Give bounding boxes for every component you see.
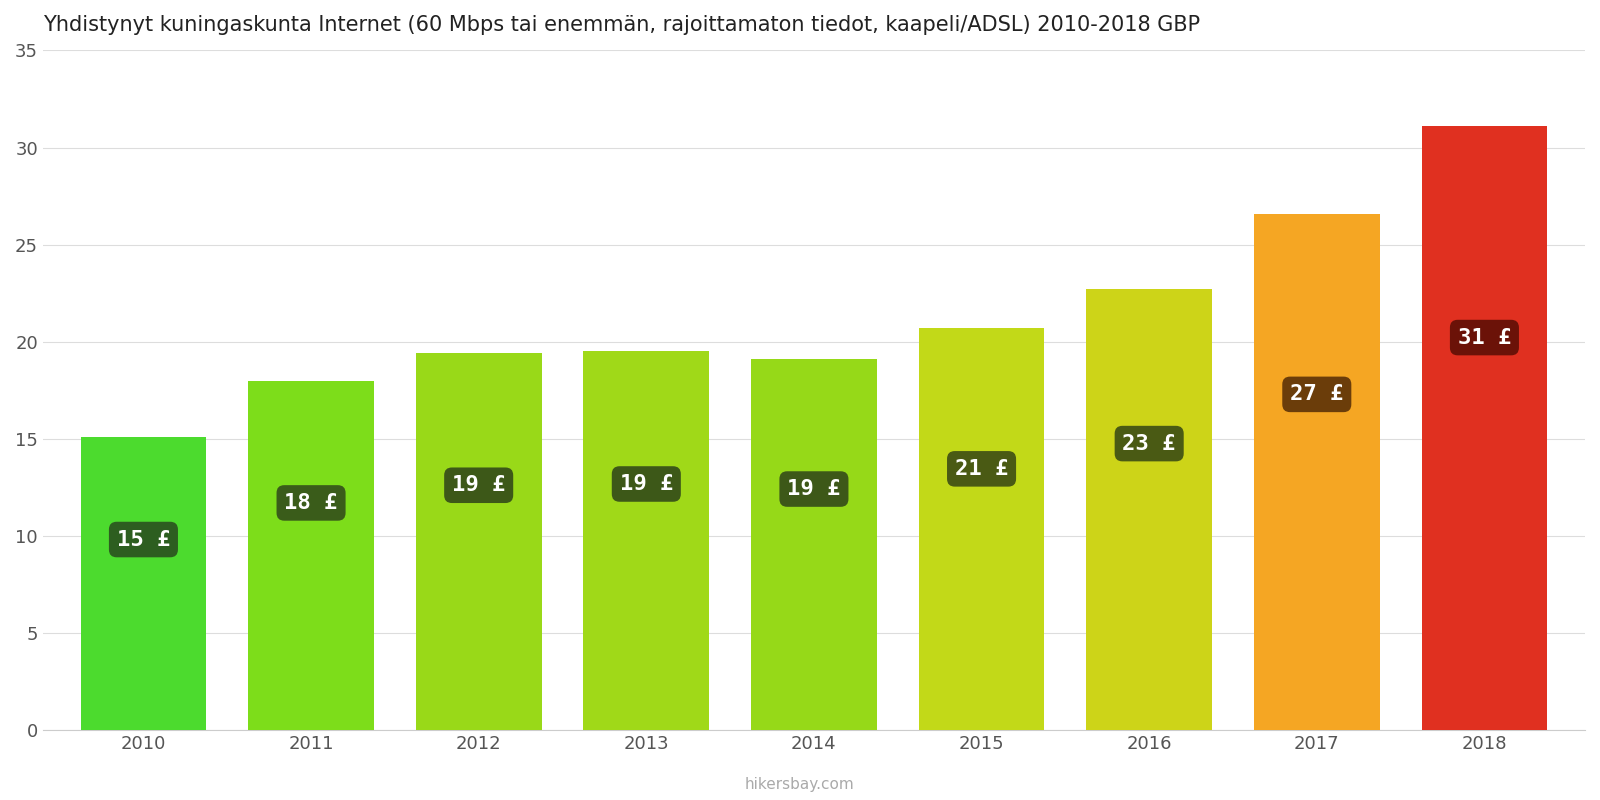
Text: 15 £: 15 £	[117, 530, 170, 550]
Text: 27 £: 27 £	[1290, 384, 1344, 404]
Text: 21 £: 21 £	[955, 459, 1008, 479]
Bar	[750, 359, 877, 730]
Text: 19 £: 19 £	[619, 474, 674, 494]
Text: 19 £: 19 £	[451, 475, 506, 495]
Bar	[1254, 214, 1379, 730]
Bar	[416, 354, 541, 730]
Text: hikersbay.com: hikersbay.com	[746, 777, 854, 792]
Bar	[584, 351, 709, 730]
Bar	[918, 328, 1045, 730]
Text: Yhdistynyt kuningaskunta Internet (60 Mbps tai enemmän, rajoittamaton tiedot, ka: Yhdistynyt kuningaskunta Internet (60 Mb…	[43, 15, 1200, 35]
Text: 31 £: 31 £	[1458, 327, 1510, 347]
Bar	[1086, 290, 1213, 730]
Bar	[248, 381, 374, 730]
Text: 19 £: 19 £	[787, 479, 840, 499]
Bar	[80, 437, 206, 730]
Text: 23 £: 23 £	[1123, 434, 1176, 454]
Text: 18 £: 18 £	[285, 493, 338, 513]
Bar	[1421, 126, 1547, 730]
